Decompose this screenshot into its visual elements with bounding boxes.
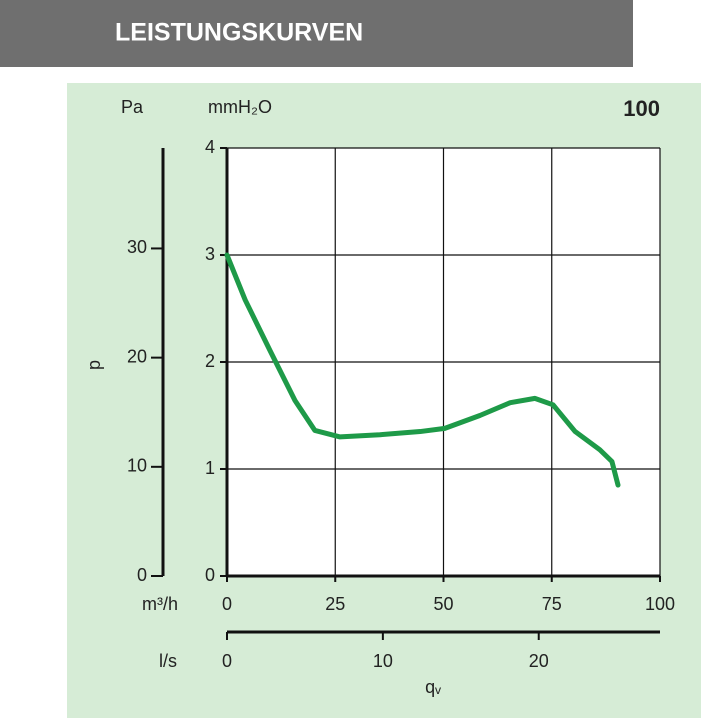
y2-tick-label: 0 (137, 565, 147, 585)
x-tick-label: 75 (542, 594, 562, 614)
y-tick-label: 0 (205, 565, 215, 585)
x2-tick-label: 10 (373, 651, 393, 671)
x-tick-label: 25 (325, 594, 345, 614)
y2-tick-label: 30 (127, 237, 147, 257)
y-label: p (84, 360, 104, 370)
x2-tick-label: 20 (529, 651, 549, 671)
x2-tick-label: 0 (222, 651, 232, 671)
y-tick-label: 4 (205, 137, 215, 157)
y-unit: mmH₂O (208, 97, 272, 117)
chart-title: 100 (623, 96, 660, 121)
curve (224, 252, 621, 488)
y-tick-label: 2 (205, 351, 215, 371)
y2-unit: Pa (121, 97, 144, 117)
y2-tick-label: 20 (127, 346, 147, 366)
header-title: LEISTUNGSKURVEN (115, 19, 363, 47)
y2-tick-label: 10 (127, 456, 147, 476)
y-tick-label: 3 (205, 244, 215, 264)
x2-unit: l/s (159, 651, 177, 671)
y-tick-label: 1 (205, 458, 215, 478)
x-tick-label: 100 (645, 594, 675, 614)
x-label: qᵥ (425, 677, 441, 697)
x-tick-label: 0 (222, 594, 232, 614)
header-bar (0, 0, 633, 67)
x-tick-label: 50 (433, 594, 453, 614)
x-unit: m³/h (142, 594, 178, 614)
